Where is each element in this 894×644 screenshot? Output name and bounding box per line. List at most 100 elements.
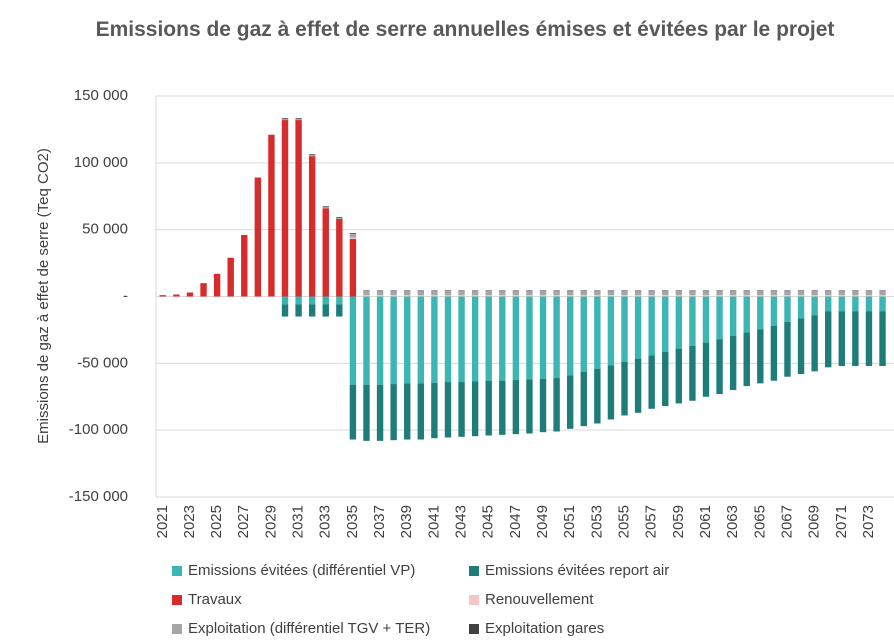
bar-segment: [295, 118, 302, 121]
y-axis-label: Emissions de gaz à effet de serre (Teq C…: [35, 148, 52, 444]
bar-segment: [363, 290, 370, 292]
x-tick-label: 2045: [480, 505, 497, 538]
bar-segment: [499, 291, 506, 296]
bar-segment: [363, 291, 370, 296]
bar-segment: [838, 290, 845, 292]
bar-segment: [295, 118, 302, 119]
bar-segment: [702, 296, 710, 343]
x-tick-label: 2049: [534, 505, 551, 538]
bar-segment: [675, 295, 683, 297]
bar-segment: [404, 383, 411, 440]
bar-segment: [241, 235, 248, 297]
bar-segment: [349, 233, 357, 238]
x-tick-label: 2053: [588, 505, 605, 538]
bar-segment: [621, 296, 628, 362]
bar-segment: [526, 290, 533, 292]
bar-segment: [607, 365, 615, 420]
bar-segment: [458, 296, 465, 383]
bar-segment: [675, 296, 683, 349]
bar-segment: [322, 206, 329, 207]
bar-segment: [634, 290, 642, 292]
bar-segment: [689, 291, 696, 296]
bar-segment: [634, 358, 642, 413]
legend-swatch: [172, 566, 182, 576]
bar-segment: [729, 290, 737, 292]
bar-segment: [865, 291, 873, 296]
bar-segment: [648, 355, 655, 409]
bar-segment: [186, 292, 194, 297]
bar-segment: [566, 290, 574, 292]
bar-segment: [662, 296, 669, 352]
bar-segment: [865, 296, 873, 312]
bar-segment: [376, 384, 384, 441]
bar-segment: [512, 290, 520, 292]
bar-segment: [471, 381, 479, 437]
legend-label: Emissions évitées report air: [485, 562, 669, 579]
bar-segment: [702, 291, 710, 296]
bar-segment: [594, 368, 601, 424]
bar-segment: [757, 291, 764, 296]
bar-segment: [607, 290, 615, 292]
bar-segment: [281, 118, 289, 121]
bar-segment: [390, 384, 397, 441]
bar-segment: [336, 216, 343, 218]
y-tick-label: -150 000: [69, 488, 128, 505]
bar-segment: [417, 295, 425, 297]
bar-segment: [648, 296, 655, 356]
bar-segment: [417, 291, 425, 296]
y-tick-label: 150 000: [74, 87, 128, 104]
bar-segment: [308, 154, 316, 157]
bar-segment: [308, 296, 316, 305]
x-tick-label: 2021: [154, 505, 171, 538]
bar-segment: [444, 295, 452, 297]
bar-segment: [444, 296, 452, 383]
bar-segment: [363, 295, 370, 297]
bar-segment: [431, 290, 438, 292]
bar-segment: [879, 295, 886, 297]
y-tick-label: 100 000: [74, 154, 128, 171]
bar-segment: [539, 378, 547, 433]
bar-segment: [662, 295, 669, 297]
bar-segment: [281, 296, 289, 305]
bar-segment: [648, 295, 655, 297]
bar-segment: [634, 296, 642, 359]
bar-segment: [390, 296, 397, 385]
bar-segment: [811, 315, 818, 372]
bar-segment: [458, 295, 465, 297]
bar-segment: [485, 290, 492, 292]
bar-segment: [431, 296, 438, 383]
chart-title: Emissions de gaz à effet de serre annuel…: [95, 18, 835, 41]
bar-segment: [594, 291, 601, 296]
bar-segment: [499, 295, 506, 297]
bar-segment: [770, 295, 778, 297]
x-tick-label: 2063: [724, 505, 741, 538]
bar-segment: [444, 382, 452, 438]
x-tick-label: 2025: [208, 505, 225, 538]
bar-segment: [268, 134, 275, 297]
bar-segment: [349, 237, 357, 240]
bar-segment: [716, 295, 723, 297]
bar-segment: [512, 380, 520, 435]
bar-segment: [417, 290, 425, 292]
bar-segment: [580, 295, 587, 297]
bar-segment: [404, 290, 411, 292]
bar-segment: [797, 290, 805, 292]
bar-segment: [539, 291, 547, 296]
bar-segment: [838, 295, 845, 297]
bar-segment: [404, 291, 411, 296]
bar-segment: [526, 296, 533, 380]
bar-segment: [566, 295, 574, 297]
bar-segment: [757, 329, 764, 384]
bar-segment: [417, 296, 425, 384]
bar-segment: [566, 296, 574, 376]
bar-segment: [485, 380, 492, 436]
bar-segment: [594, 296, 601, 369]
bar-segment: [811, 296, 818, 316]
bar-segment: [662, 291, 669, 296]
bar-segment: [825, 295, 832, 297]
bar-segment: [159, 295, 166, 297]
bar-segment: [553, 295, 560, 297]
bar-segment: [865, 295, 873, 297]
